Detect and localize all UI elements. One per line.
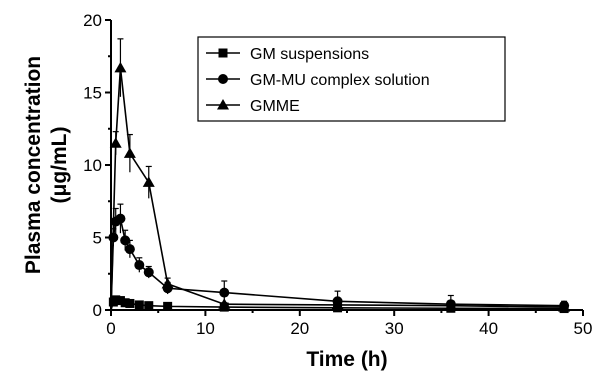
legend-label: GM-MU complex solution (250, 72, 430, 89)
series-2 (109, 38, 571, 312)
series-1 (108, 203, 570, 311)
legend-label: GM suspensions (250, 46, 369, 63)
data-point (125, 298, 135, 308)
data-point (134, 300, 144, 310)
x-tick-label: 50 (574, 319, 593, 338)
data-point (134, 260, 145, 271)
data-point (218, 298, 231, 309)
y-axis-title-line1: Plasma concentration (22, 56, 45, 274)
legend-entry: GMME (206, 98, 300, 115)
data-point (124, 244, 135, 255)
legend-marker (218, 48, 228, 58)
data-point (331, 298, 344, 310)
y-tick-label: 5 (93, 229, 102, 248)
x-tick-label: 20 (290, 319, 309, 338)
x-tick-label: 30 (385, 319, 404, 338)
y-axis-title: Plasma concentration (μg/mL) (22, 56, 71, 274)
x-tick-label: 0 (106, 319, 115, 338)
legend-entry: GM-MU complex solution (206, 72, 430, 89)
data-point (109, 137, 122, 148)
data-point (111, 295, 121, 305)
data-point (123, 147, 136, 158)
data-point (120, 235, 131, 246)
axes: 0 5 10 15 20 0 10 20 30 40 50 (83, 11, 592, 338)
data-point (143, 267, 154, 278)
data-point (144, 301, 154, 311)
plot-area (108, 38, 571, 314)
y-tick-label: 20 (83, 11, 102, 30)
legend-marker (217, 99, 229, 110)
x-axis-title: Time (h) (306, 348, 387, 371)
data-point (115, 296, 125, 306)
data-point (115, 213, 126, 224)
legend-box (197, 36, 506, 122)
legend-label: GMME (250, 98, 300, 115)
data-point (120, 298, 130, 308)
data-point (114, 61, 127, 73)
x-tick-label: 10 (196, 319, 215, 338)
legend: GM suspensions GM-MU complex solution GMME (197, 36, 506, 122)
data-point (219, 287, 230, 298)
y-tick-label: 15 (83, 84, 102, 103)
x-tick-label: 40 (479, 319, 498, 338)
legend-marker (218, 74, 228, 84)
data-point (142, 176, 155, 187)
y-axis-title-line2: (μg/mL) (48, 127, 71, 204)
series-line (110, 67, 565, 311)
y-tick-label: 0 (93, 301, 102, 320)
data-point (444, 299, 457, 311)
y-tick-label: 10 (83, 156, 102, 175)
data-point (558, 301, 571, 312)
legend-entry: GM suspensions (206, 46, 369, 63)
data-point (161, 277, 174, 289)
data-point (163, 301, 173, 311)
